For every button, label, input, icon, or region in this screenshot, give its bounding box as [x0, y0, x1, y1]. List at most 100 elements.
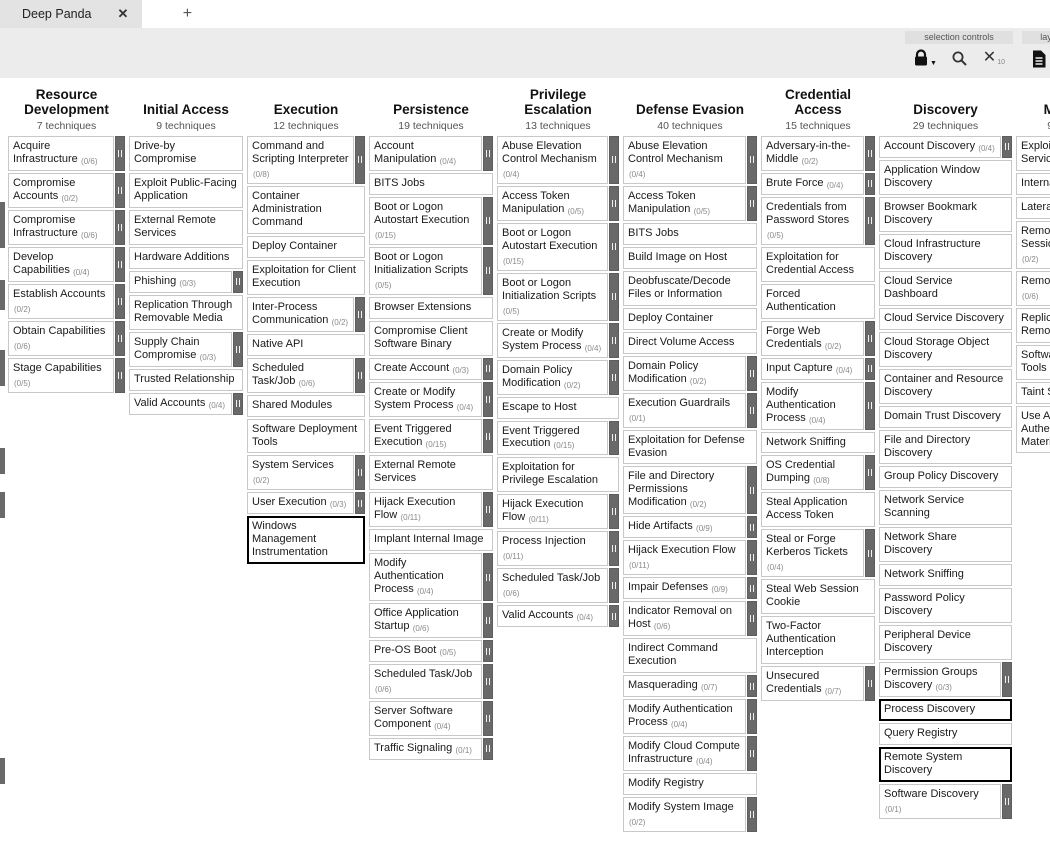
subtechnique-expand-bar[interactable] [609, 568, 619, 604]
technique-cell[interactable]: Modify Registry [623, 772, 757, 795]
subtechnique-expand-bar[interactable] [747, 699, 757, 735]
subtechnique-expand-bar[interactable] [115, 320, 125, 356]
tactic-header[interactable]: Lateral Movement 9 techniques [1016, 84, 1050, 132]
subtechnique-expand-bar[interactable] [747, 355, 757, 391]
subtechnique-expand-bar[interactable] [865, 196, 875, 245]
technique-cell[interactable]: Hijack Execution Flow (0/11) [623, 540, 746, 576]
technique-cell[interactable]: Credentials from Password Stores (0/5) [761, 196, 864, 245]
technique-cell[interactable]: Remote Services (0/6) [1016, 270, 1050, 306]
lock-icon[interactable]: ▼ [913, 49, 937, 67]
technique-cell[interactable]: Scheduled Task/Job (0/6) [369, 664, 482, 700]
subtechnique-expand-bar[interactable] [355, 296, 365, 332]
technique-cell[interactable]: Internal Spearphishing [1016, 172, 1050, 195]
technique-cell[interactable]: Modify System Image (0/2) [623, 796, 746, 832]
subtechnique-expand-bar[interactable] [865, 320, 875, 356]
technique-cell[interactable]: Boot or Logon Initialization Scripts (0/… [369, 246, 482, 295]
subtechnique-expand-bar[interactable] [609, 605, 619, 628]
subtechnique-expand-bar[interactable] [747, 736, 757, 771]
technique-cell[interactable]: Peripheral Device Discovery [879, 625, 1012, 661]
tactic-header[interactable]: Privilege Escalation 13 techniques [497, 84, 619, 132]
technique-cell[interactable]: Steal Web Session Cookie [761, 579, 875, 615]
subtechnique-expand-bar[interactable] [483, 196, 493, 245]
technique-cell[interactable]: Create or Modify System Process (0/4) [497, 322, 608, 358]
subtechnique-expand-bar[interactable] [115, 283, 125, 319]
technique-cell[interactable]: File and Directory Permissions Modificat… [623, 466, 746, 515]
technique-cell[interactable]: Valid Accounts (0/4) [129, 392, 232, 415]
subtechnique-expand-bar[interactable] [609, 494, 619, 530]
technique-cell[interactable]: Cloud Infrastructure Discovery [879, 233, 1012, 269]
technique-cell[interactable]: Steal or Forge Kerberos Tickets (0/4) [761, 529, 864, 578]
technique-cell[interactable]: Direct Volume Access [623, 331, 757, 354]
subtechnique-expand-bar[interactable] [233, 270, 243, 293]
subtechnique-expand-bar[interactable] [233, 392, 243, 415]
technique-cell[interactable]: BITS Jobs [369, 172, 493, 195]
technique-cell[interactable]: System Services (0/2) [247, 455, 354, 491]
technique-cell[interactable]: Shared Modules [247, 394, 365, 417]
technique-cell[interactable]: Compromise Infrastructure (0/6) [8, 209, 114, 245]
technique-cell[interactable]: Query Registry [879, 723, 1012, 746]
technique-cell[interactable]: Inter-Process Communication (0/2) [247, 296, 354, 332]
technique-cell[interactable]: Supply Chain Compromise (0/3) [129, 331, 232, 367]
subtechnique-expand-bar[interactable] [865, 136, 875, 171]
subtechnique-expand-bar[interactable] [747, 466, 757, 515]
subtechnique-expand-bar[interactable] [115, 357, 125, 393]
technique-cell[interactable]: Unsecured Credentials (0/7) [761, 666, 864, 702]
deselect-x-icon[interactable]: ✕ 10 [982, 49, 1005, 67]
subtechnique-expand-bar[interactable] [483, 246, 493, 295]
subtechnique-expand-bar[interactable] [865, 666, 875, 702]
new-tab-button[interactable]: + [182, 5, 193, 22]
subtechnique-expand-bar[interactable] [115, 172, 125, 208]
technique-cell[interactable]: Create Account (0/3) [369, 357, 482, 380]
subtechnique-expand-bar[interactable] [483, 418, 493, 454]
technique-cell[interactable]: Process Injection (0/11) [497, 531, 608, 567]
technique-cell[interactable]: Cloud Storage Object Discovery [879, 331, 1012, 367]
technique-cell[interactable]: Command and Scripting Interpreter (0/8) [247, 136, 354, 184]
subtechnique-expand-bar[interactable] [747, 601, 757, 637]
technique-cell[interactable]: Lateral Tool Transfer [1016, 196, 1050, 219]
technique-cell[interactable]: Native API [247, 333, 365, 356]
technique-cell[interactable]: Network Share Discovery [879, 527, 1012, 563]
technique-cell[interactable]: Event Triggered Execution (0/15) [497, 420, 608, 456]
subtechnique-expand-bar[interactable] [483, 603, 493, 639]
technique-cell[interactable]: Taint Shared Content [1016, 381, 1050, 404]
technique-cell[interactable]: Process Discovery [879, 699, 1012, 722]
subtechnique-expand-bar[interactable] [483, 640, 493, 663]
subtechnique-expand-bar[interactable] [747, 392, 757, 428]
technique-cell[interactable]: BITS Jobs [623, 222, 757, 245]
technique-cell[interactable]: Server Software Component (0/4) [369, 701, 482, 736]
technique-cell[interactable]: Boot or Logon Initialization Scripts (0/… [497, 272, 608, 321]
subtechnique-expand-bar[interactable] [865, 529, 875, 578]
technique-cell[interactable]: Network Sniffing [761, 431, 875, 454]
tactic-header[interactable]: Credential Access 15 techniques [761, 84, 875, 132]
technique-cell[interactable]: Stage Capabilities (0/5) [8, 357, 114, 393]
technique-cell[interactable]: Cloud Service Discovery [879, 307, 1012, 330]
tactic-header[interactable]: Discovery 29 techniques [879, 84, 1012, 132]
subtechnique-expand-bar[interactable] [483, 381, 493, 417]
tactic-header[interactable]: Initial Access 9 techniques [129, 84, 243, 132]
technique-cell[interactable]: Develop Capabilities (0/4) [8, 246, 114, 282]
layer-document-icon[interactable] [1030, 49, 1048, 69]
technique-cell[interactable]: Event Triggered Execution (0/15) [369, 418, 482, 454]
subtechnique-expand-bar[interactable] [609, 420, 619, 456]
subtechnique-expand-bar[interactable] [747, 136, 757, 184]
subtechnique-expand-bar[interactable] [115, 136, 125, 171]
technique-cell[interactable]: Masquerading (0/7) [623, 675, 746, 698]
technique-cell[interactable]: Modify Cloud Compute Infrastructure (0/4… [623, 736, 746, 771]
technique-cell[interactable]: Domain Policy Modification (0/2) [623, 355, 746, 391]
subtechnique-expand-bar[interactable] [747, 675, 757, 698]
technique-cell[interactable]: Escape to Host [497, 396, 619, 419]
technique-cell[interactable]: Exploitation of Remote Services [1016, 136, 1050, 171]
technique-cell[interactable]: Scheduled Task/Job (0/6) [497, 568, 608, 604]
technique-cell[interactable]: Modify Authentication Process (0/4) [761, 381, 864, 430]
technique-cell[interactable]: Scheduled Task/Job (0/6) [247, 357, 354, 393]
subtechnique-expand-bar[interactable] [747, 516, 757, 539]
technique-cell[interactable]: Forced Authentication [761, 283, 875, 319]
technique-cell[interactable]: Pre-OS Boot (0/5) [369, 640, 482, 663]
subtechnique-expand-bar[interactable] [115, 246, 125, 282]
tactic-header[interactable]: Resource Development 7 techniques [8, 84, 125, 132]
technique-cell[interactable]: Boot or Logon Autostart Execution (0/15) [497, 222, 608, 271]
technique-cell[interactable]: Container Administration Command [247, 185, 365, 234]
technique-cell[interactable]: Execution Guardrails (0/1) [623, 392, 746, 428]
technique-cell[interactable]: Group Policy Discovery [879, 466, 1012, 489]
close-icon[interactable]: ✕ [117, 6, 129, 21]
